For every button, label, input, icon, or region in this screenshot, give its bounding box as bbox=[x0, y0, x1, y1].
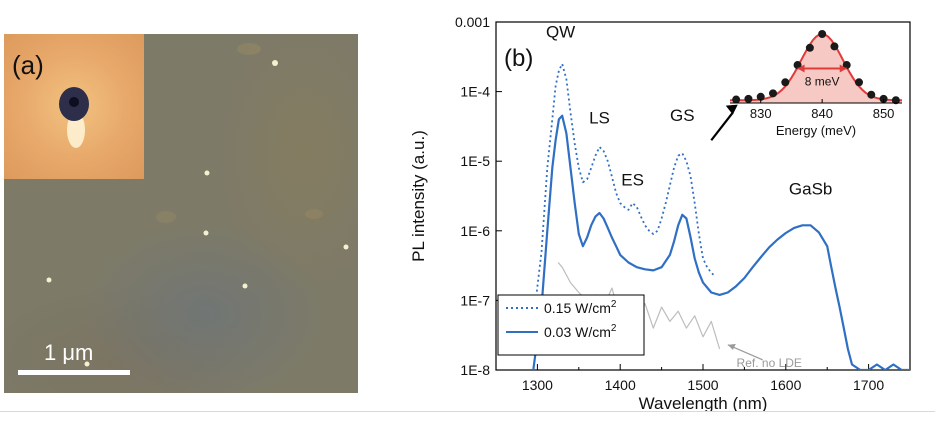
fwhm-label: 8 meV bbox=[805, 75, 840, 89]
inset-data-point bbox=[732, 95, 741, 104]
x-axis-label: Wavelength (nm) bbox=[639, 394, 768, 411]
gs-inset-arrow-head bbox=[725, 104, 738, 115]
inset-data-point bbox=[818, 30, 827, 38]
inset-x-tick-label: 840 bbox=[811, 106, 833, 121]
legend-superscript: 2 bbox=[611, 299, 617, 310]
pl-spectrum-chart: 1300 1400 1500 1600 1700 0.001 1E-4 1E-5 1E-6 1E-… bbox=[409, 14, 911, 411]
es-label: ES bbox=[621, 170, 644, 189]
panel-a-label: (a) bbox=[12, 50, 44, 80]
x-tick-label: 1300 bbox=[522, 377, 553, 393]
panel-b-label: (b) bbox=[504, 45, 533, 72]
inset-data-point bbox=[855, 78, 863, 87]
series-line-1 bbox=[532, 114, 910, 370]
gasb-label: GaSb bbox=[789, 180, 832, 199]
inset-data-point bbox=[867, 90, 876, 99]
y-tick-label: 1E-4 bbox=[460, 84, 490, 100]
inset-x-tick-label: 830 bbox=[750, 106, 772, 121]
scale-bar bbox=[18, 370, 130, 375]
inset-data-point bbox=[744, 94, 753, 103]
bottom-divider bbox=[0, 411, 935, 412]
x-tick-label: 1600 bbox=[770, 377, 801, 393]
ls-label: LS bbox=[589, 108, 610, 127]
y-tick-label: 0.001 bbox=[455, 14, 490, 30]
afm-zoom-inset: (a) bbox=[4, 34, 144, 179]
qw-label: QW bbox=[546, 22, 575, 41]
y-tick-label: 1E-6 bbox=[460, 223, 490, 239]
gs-inset-arrow bbox=[710, 111, 734, 141]
inset-data-point bbox=[769, 89, 777, 98]
y-tick-label: 1E-5 bbox=[460, 153, 490, 169]
inset-x-tick-label: 850 bbox=[873, 106, 895, 121]
inset-data-point bbox=[830, 42, 839, 51]
x-tick-label: 1400 bbox=[605, 377, 636, 393]
inset-data-point bbox=[793, 61, 802, 70]
inset-data-point bbox=[781, 78, 790, 87]
fwhm-arrow-right bbox=[839, 64, 847, 73]
legend-label-1: 0.03 W/cm2 bbox=[544, 323, 617, 340]
series-line-0 bbox=[532, 63, 717, 322]
inset-data-point bbox=[756, 92, 765, 101]
inset-data-point bbox=[891, 96, 900, 105]
inset-data-point bbox=[842, 61, 851, 70]
y-tick-label: 1E-8 bbox=[460, 362, 490, 378]
chart-plot-area: 1300 1400 1500 1600 1700 0.001 1E-4 1E-5 1E-6 1E-… bbox=[409, 14, 911, 411]
inset-data-point bbox=[805, 43, 814, 52]
afm-zoom-dot bbox=[59, 87, 89, 148]
afm-dots bbox=[46, 43, 349, 367]
scale-bar-label: 1 μm bbox=[44, 340, 94, 365]
chart-inset: 8 meV 830 840 850 Energy (meV) bbox=[710, 30, 902, 141]
x-tick-label: 1500 bbox=[687, 377, 718, 393]
legend-superscript: 2 bbox=[611, 323, 617, 334]
afm-image: (a) 1 μm bbox=[4, 34, 358, 393]
gs-label: GS bbox=[670, 106, 695, 125]
inset-x-axis-label: Energy (meV) bbox=[776, 123, 856, 138]
y-axis-label: PL intensity (a.u.) bbox=[409, 130, 428, 262]
ref-label: Ref. no LDE bbox=[737, 356, 802, 370]
legend-box bbox=[497, 294, 645, 356]
legend-label-text: 0.03 W/cm bbox=[544, 324, 611, 340]
x-tick-label: 1700 bbox=[853, 377, 884, 393]
inset-data-point bbox=[879, 94, 888, 103]
fwhm-arrow-left bbox=[797, 64, 805, 73]
ref-arrow-head bbox=[727, 343, 736, 350]
legend-label-0: 0.15 W/cm2 bbox=[544, 299, 617, 316]
legend-label-text: 0.15 W/cm bbox=[544, 300, 611, 316]
y-tick-label: 1E-7 bbox=[460, 292, 490, 308]
